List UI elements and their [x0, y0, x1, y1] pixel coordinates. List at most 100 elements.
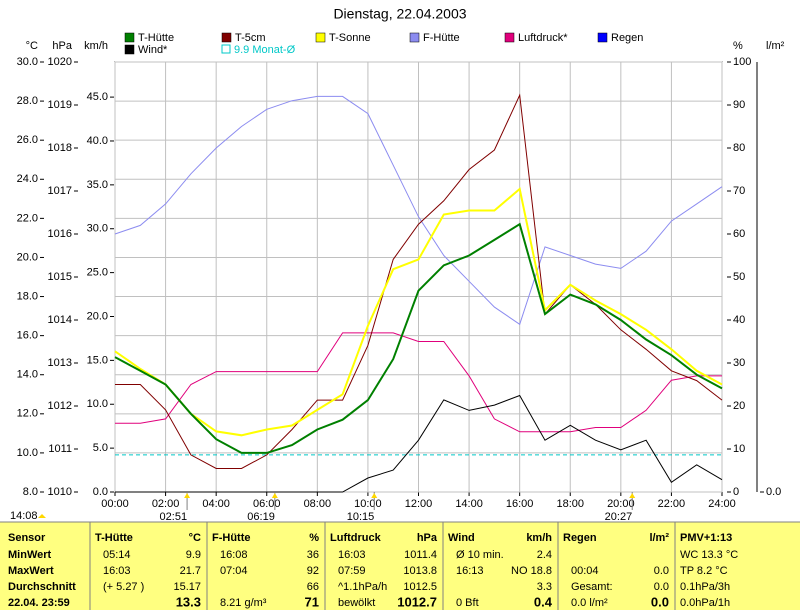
table-cell: Ø 10 min.	[456, 549, 504, 561]
y-tick-label: 1018	[48, 142, 72, 154]
legend-label: Wind*	[138, 44, 168, 56]
table-cell: 0.4	[534, 594, 553, 609]
legend-swatch	[315, 32, 326, 43]
series-line	[114, 95, 723, 326]
y-tick-label: 40	[733, 314, 745, 326]
y-tick-label: 24.0	[17, 173, 38, 185]
table-cell: 07:59	[338, 565, 366, 577]
table-cell: 0 Bft	[456, 597, 479, 609]
marker-icon	[371, 493, 378, 498]
legend-swatch	[124, 32, 135, 43]
axis-unit: %	[733, 40, 743, 52]
section-title: Wind	[448, 532, 475, 544]
table-cell: 05:14	[103, 549, 131, 561]
table-cell: 1012.7	[397, 594, 437, 609]
table-cell: 0.0	[654, 581, 669, 593]
y-tick-label: 26.0	[17, 134, 38, 146]
table-cell: 92	[307, 565, 319, 577]
table-cell: 8.21 g/m³	[220, 597, 267, 609]
table-cell: bewölkt	[338, 597, 375, 609]
x-tick-label: 02:00	[152, 498, 180, 510]
section-title: Regen	[563, 532, 597, 544]
table-cell: 0.0hPa/1h	[680, 597, 730, 609]
marker-icon	[184, 493, 191, 498]
marker-label: 10:15	[347, 511, 375, 523]
legend-label: Regen	[611, 32, 643, 44]
y-tick-label: 1012	[48, 400, 72, 412]
y-tick-label: 12.0	[17, 408, 38, 420]
y-tick-label: 35.0	[87, 179, 108, 191]
y-tick-label: 8.0	[23, 486, 38, 498]
table-cell: 0.0 l/m²	[571, 597, 608, 609]
chart-title: Dienstag, 22.04.2003	[333, 6, 466, 22]
y-tick-label: 40.0	[87, 135, 108, 147]
marker-icon	[38, 514, 46, 518]
x-tick-label: 18:00	[556, 498, 584, 510]
y-tick-label: 20.0	[17, 251, 38, 263]
x-tick-label: 06:00	[253, 498, 281, 510]
legend-label: T-Sonne	[329, 32, 371, 44]
table-cell: 0.0	[654, 565, 669, 577]
marker-label: 20:27	[605, 511, 633, 523]
table-cell: 13.3	[176, 594, 201, 609]
y-tick-label: 14.0	[17, 369, 38, 381]
x-tick-label: 14:00	[455, 498, 483, 510]
x-tick-label: 10:00	[354, 498, 382, 510]
y-tick-label: 10.0	[17, 447, 38, 459]
y-tick-label: 20	[733, 400, 745, 412]
section-unit: l/m²	[649, 532, 669, 544]
y-tick-label: 70	[733, 185, 745, 197]
table-cell: Gesamt:	[571, 581, 613, 593]
y-tick-label: 10	[733, 443, 745, 455]
section-unit: hPa	[417, 532, 438, 544]
y-tick-label: 0.0	[93, 486, 108, 498]
table-cell: 0.1hPa/3h	[680, 581, 730, 593]
y-tick-label: 1016	[48, 228, 72, 240]
legend-label: 9.9 Monat-Ø	[234, 44, 296, 56]
table-cell: 3.3	[537, 581, 552, 593]
x-tick-label: 16:00	[506, 498, 534, 510]
legend-label: F-Hütte	[423, 32, 460, 44]
x-tick-label: 08:00	[304, 498, 332, 510]
marker-icon	[271, 493, 278, 498]
table-cell: 36	[307, 549, 319, 561]
y-tick-label: 5.0	[93, 442, 108, 454]
table-cell: 07:04	[220, 565, 248, 577]
x-tick-label: 20:00	[607, 498, 635, 510]
table-cell: 16:03	[103, 565, 131, 577]
y-tick-label: 1010	[48, 486, 72, 498]
y-tick-label: 18.0	[17, 290, 38, 302]
y-tick-label: 1019	[48, 99, 72, 111]
table-cell: (+ 5.27 )	[103, 581, 144, 593]
marker-icon	[629, 493, 636, 498]
series-line	[115, 93, 723, 469]
series-line	[114, 222, 723, 454]
table-cell: WC 13.3 °C	[680, 549, 738, 561]
row-label: MinWert	[8, 549, 52, 561]
x-tick-label: 24:00	[708, 498, 736, 510]
table-cell: NO 18.8	[511, 565, 552, 577]
x-tick-label: 12:00	[405, 498, 433, 510]
y-tick-label: 15.0	[87, 354, 108, 366]
marker-label: 06:19	[247, 511, 275, 523]
table-cell: 2.4	[537, 549, 552, 561]
legend-swatch	[597, 32, 608, 43]
y-tick-label: 50	[733, 271, 745, 283]
y-tick-label: 22.0	[17, 212, 38, 224]
table-cell: 00:04	[571, 565, 599, 577]
y-tick-label: 45.0	[87, 91, 108, 103]
section-title: F-Hütte	[212, 532, 251, 544]
y-tick-label: 1017	[48, 185, 72, 197]
legend-label: T-5cm	[235, 32, 266, 44]
table-cell: 9.9	[186, 549, 201, 561]
section-title: T-Hütte	[95, 532, 133, 544]
current-time: 14:08	[10, 510, 38, 522]
legend-label: T-Hütte	[138, 32, 174, 44]
section-title: Luftdruck	[330, 532, 382, 544]
table-cell: TP 8.2 °C	[680, 565, 728, 577]
x-tick-label: 04:00	[202, 498, 230, 510]
section-title: PMV+1:13	[680, 532, 732, 544]
y-tick-label: 25.0	[87, 267, 108, 279]
row-label: MaxWert	[8, 565, 54, 577]
